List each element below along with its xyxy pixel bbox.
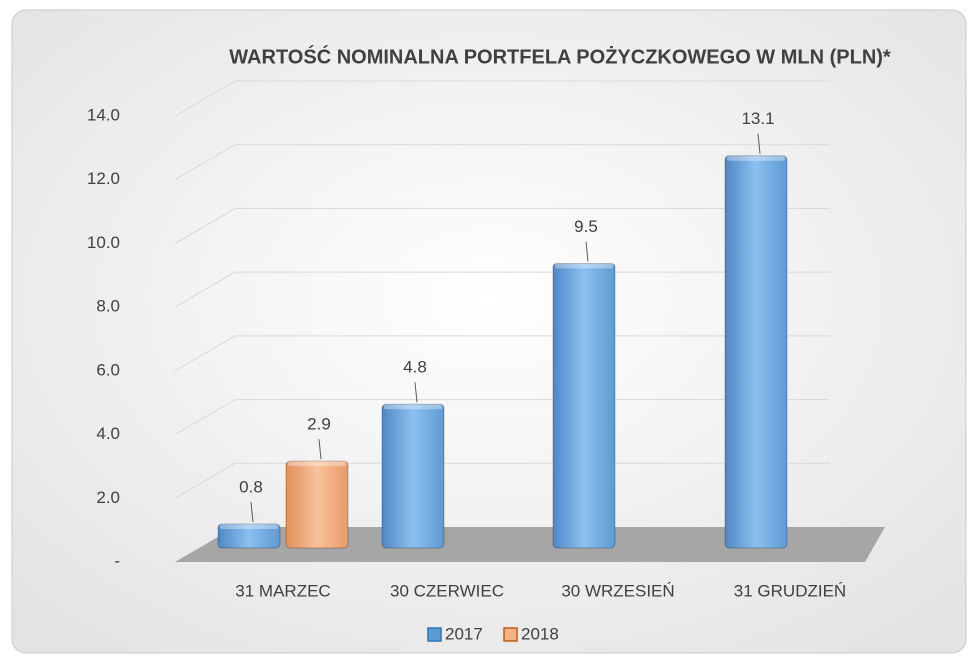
- bar-top: [384, 404, 442, 410]
- label-leader: [585, 241, 589, 262]
- grid-line: [174, 80, 830, 117]
- y-tick-label: 12.0: [87, 169, 120, 188]
- label-leader: [414, 382, 418, 403]
- value-label: 2.9: [307, 415, 331, 434]
- y-tick-label: -: [114, 551, 120, 570]
- bar-top: [288, 461, 346, 467]
- y-tick-label: 4.0: [96, 424, 120, 443]
- grid-line: [174, 271, 830, 308]
- bar: [552, 263, 616, 549]
- bar-top: [220, 524, 278, 530]
- bar-top: [727, 155, 785, 161]
- y-tick-label: 6.0: [96, 360, 120, 379]
- y-tick-label: 2.0: [96, 488, 120, 507]
- grid-line: [174, 462, 830, 499]
- legend-label: 2018: [521, 624, 559, 643]
- bar-top: [555, 263, 613, 269]
- bar: [381, 403, 445, 549]
- bar: [285, 460, 349, 549]
- value-label: 9.5: [574, 217, 598, 236]
- x-tick-label: 30 WRZESIEŃ: [561, 581, 674, 600]
- label-leader: [250, 501, 254, 523]
- grid-line: [174, 335, 830, 372]
- value-label: 13.1: [741, 109, 774, 128]
- x-tick-label: 31 GRUDZIEŃ: [734, 581, 846, 600]
- grid-line: [174, 399, 830, 436]
- floor: [175, 527, 885, 562]
- grid-line: [174, 144, 830, 181]
- value-label: 4.8: [403, 358, 427, 377]
- value-label: 0.8: [239, 478, 263, 497]
- chart-title: WARTOŚĆ NOMINALNA PORTFELA POŻYCZKOWEGO …: [229, 44, 891, 68]
- legend-swatch: [503, 627, 518, 642]
- legend-swatch: [427, 627, 442, 642]
- bar: [217, 523, 281, 549]
- bar: [724, 155, 788, 549]
- y-tick-label: 14.0: [87, 105, 120, 124]
- x-tick-label: 30 CZERWIEC: [390, 581, 504, 600]
- label-leader: [318, 439, 322, 460]
- x-tick-label: 31 MARZEC: [235, 581, 330, 600]
- grid-line: [174, 207, 830, 244]
- legend-label: 2017: [445, 624, 483, 643]
- y-tick-label: 8.0: [96, 297, 120, 316]
- label-leader: [757, 133, 761, 154]
- y-tick-label: 10.0: [87, 233, 120, 252]
